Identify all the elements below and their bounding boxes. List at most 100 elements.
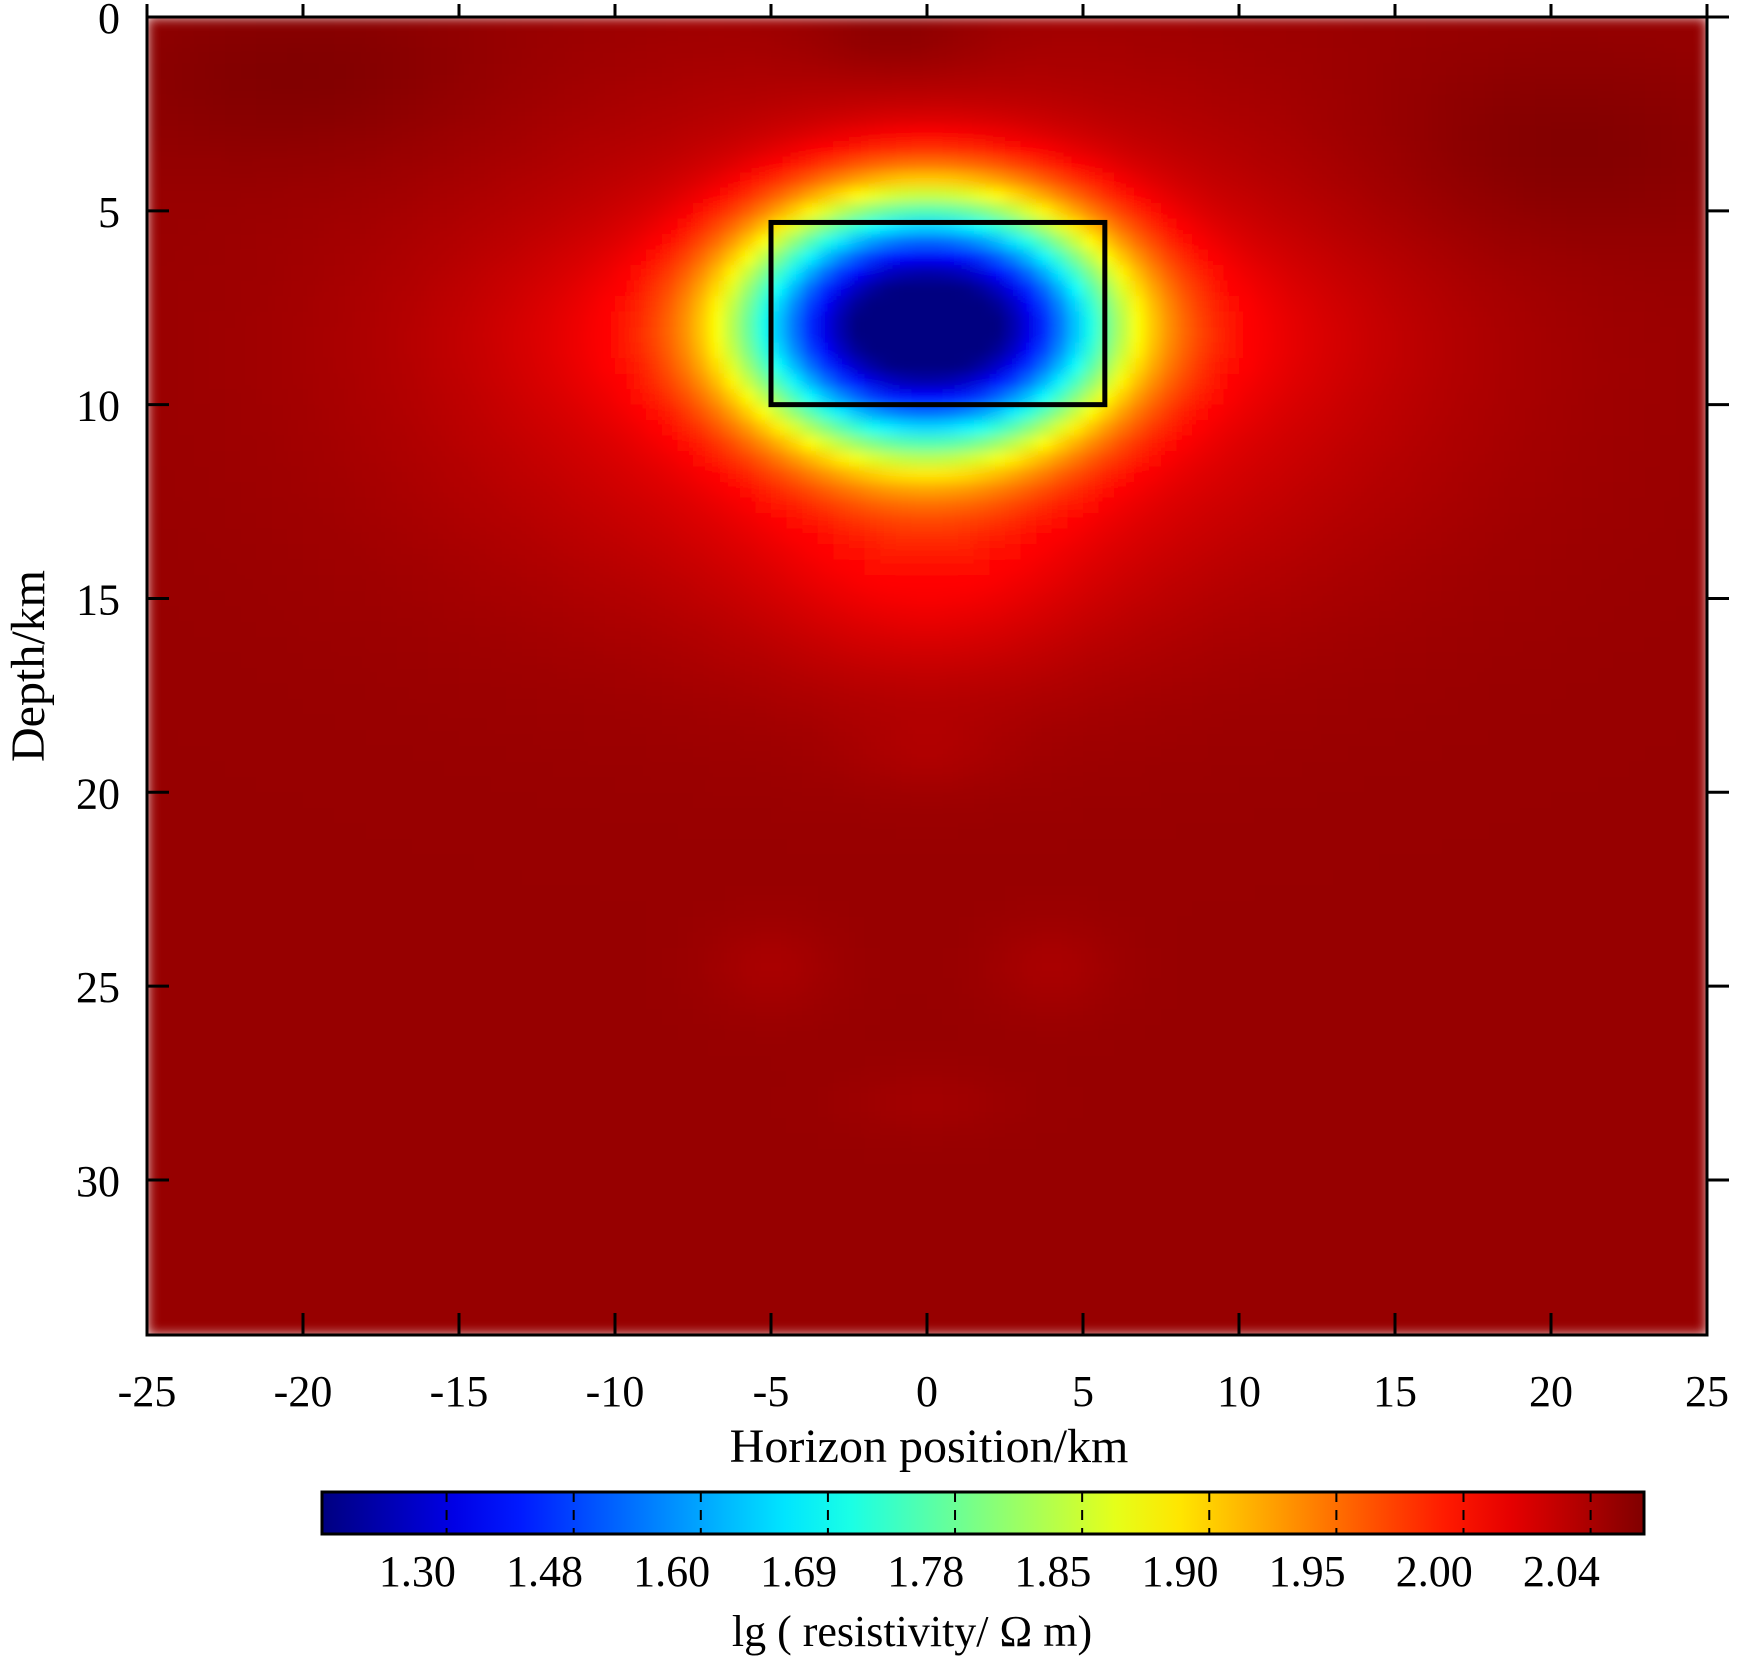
heatmap-cell	[615, 94, 632, 111]
heatmap-cell	[646, 466, 663, 483]
heatmap-cell	[942, 466, 959, 483]
heatmap-cell	[412, 652, 429, 669]
heatmap-cell	[895, 776, 912, 793]
heatmap-cell	[1005, 916, 1022, 933]
heatmap-cell	[1005, 172, 1022, 189]
heatmap-cell	[880, 559, 897, 576]
heatmap-cell	[677, 761, 694, 778]
heatmap-cell	[755, 1024, 772, 1041]
heatmap-cell	[443, 513, 460, 530]
heatmap-cell	[739, 1009, 756, 1026]
heatmap-cell	[334, 1288, 351, 1305]
heatmap-cell	[474, 1210, 491, 1228]
heatmap-cell	[193, 17, 210, 34]
heatmap-cell	[271, 1226, 288, 1243]
heatmap-cell	[1020, 32, 1037, 49]
heatmap-cell	[958, 699, 975, 716]
heatmap-cell	[880, 420, 897, 437]
heatmap-cell	[677, 280, 694, 297]
heatmap-cell	[911, 1133, 928, 1150]
heatmap-cell	[786, 993, 803, 1010]
heatmap-cell	[552, 342, 569, 359]
heatmap-cell	[864, 94, 881, 111]
heatmap-cell	[365, 544, 382, 561]
heatmap-cell	[724, 389, 741, 406]
heatmap-cell	[693, 993, 710, 1010]
heatmap-cell	[973, 110, 990, 127]
heatmap-cell	[1005, 125, 1022, 142]
heatmap-cell	[708, 1133, 725, 1150]
heatmap-cell	[178, 311, 195, 328]
heatmap-cell	[864, 79, 881, 96]
heatmap-cell	[1020, 745, 1037, 762]
heatmap-cell	[833, 978, 850, 995]
heatmap-cell	[895, 590, 912, 607]
heatmap-cell	[381, 1241, 398, 1259]
heatmap-cell	[178, 296, 195, 313]
heatmap-cell	[771, 1024, 788, 1041]
heatmap-cell	[256, 1319, 273, 1335]
heatmap-cell	[911, 513, 928, 530]
heatmap-cell	[973, 203, 990, 220]
heatmap-cell	[365, 885, 382, 902]
heatmap-cell	[989, 776, 1006, 793]
heatmap-cell	[739, 683, 756, 700]
heatmap-cell	[427, 528, 444, 545]
heatmap-cell	[147, 668, 164, 685]
heatmap-cell	[724, 575, 741, 592]
heatmap-cell	[661, 1117, 678, 1135]
heatmap-cell	[755, 420, 772, 437]
heatmap-cell	[895, 730, 912, 747]
heatmap-cell	[1005, 373, 1022, 390]
heatmap-cell	[240, 1288, 257, 1305]
heatmap-cell	[880, 482, 897, 499]
heatmap-cell	[1020, 234, 1037, 251]
heatmap-cell	[427, 296, 444, 313]
heatmap-cell	[209, 776, 226, 793]
heatmap-cell	[521, 854, 538, 871]
heatmap-cell	[568, 373, 585, 390]
heatmap-cell	[661, 265, 678, 282]
heatmap-cell	[240, 1179, 257, 1197]
heatmap-cell	[349, 172, 366, 189]
heatmap-cell	[318, 265, 335, 282]
heatmap-cell	[303, 1117, 320, 1135]
heatmap-cell	[599, 404, 616, 421]
heatmap-cell	[708, 931, 725, 948]
heatmap-cell	[786, 1117, 803, 1135]
heatmap-cell	[459, 451, 476, 468]
heatmap-cell	[755, 404, 772, 421]
heatmap-cell	[989, 513, 1006, 530]
heatmap-cell	[615, 513, 632, 530]
heatmap-cell	[693, 590, 710, 607]
heatmap-cell	[927, 296, 944, 313]
heatmap-cell	[225, 823, 242, 840]
heatmap-cell	[849, 823, 866, 840]
heatmap-cell	[334, 668, 351, 685]
heatmap-cell	[162, 32, 179, 49]
heatmap-cell	[786, 1164, 803, 1181]
heatmap-cell	[786, 1319, 803, 1335]
heatmap-cell	[802, 947, 819, 964]
heatmap-cell	[895, 141, 912, 158]
heatmap-cell	[817, 947, 834, 964]
heatmap-cell	[521, 1086, 538, 1104]
heatmap-cell	[240, 823, 257, 840]
heatmap-cell	[209, 590, 226, 607]
heatmap-cell	[661, 218, 678, 235]
heatmap-cell	[537, 823, 554, 840]
heatmap-cell	[693, 110, 710, 127]
heatmap-cell	[646, 854, 663, 871]
heatmap-cell	[771, 1071, 788, 1088]
heatmap-cell	[505, 48, 522, 65]
heatmap-cell	[661, 792, 678, 809]
heatmap-cell	[349, 559, 366, 576]
heatmap-cell	[677, 311, 694, 328]
heatmap-cell	[193, 1210, 210, 1228]
heatmap-cell	[505, 931, 522, 948]
heatmap-cell	[833, 854, 850, 871]
heatmap-cell	[147, 544, 164, 561]
heatmap-cell	[256, 1071, 273, 1088]
heatmap-cell	[786, 110, 803, 127]
